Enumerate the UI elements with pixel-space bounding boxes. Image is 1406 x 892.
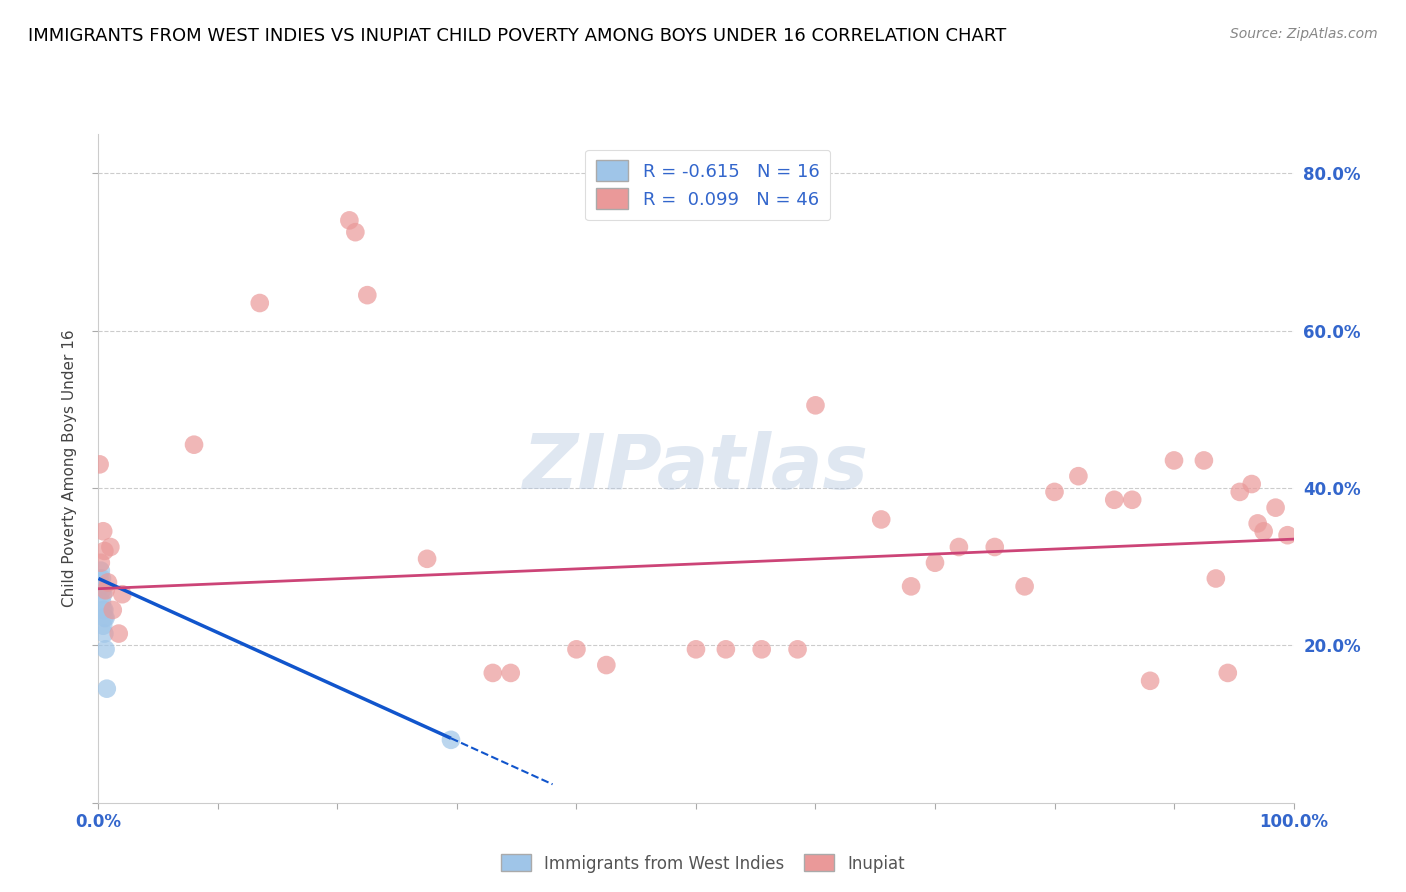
- Point: [93, 544, 115, 558]
- Point: [924, 556, 946, 570]
- Point: [786, 642, 808, 657]
- Point: [93, 611, 115, 625]
- Point: [948, 540, 970, 554]
- Point: [93, 626, 115, 640]
- Point: [565, 642, 588, 657]
- Point: [111, 587, 134, 601]
- Point: [344, 225, 367, 239]
- Point: [481, 665, 505, 680]
- Point: [1216, 665, 1239, 680]
- Point: [1240, 477, 1263, 491]
- Point: [714, 642, 737, 657]
- Point: [356, 288, 378, 302]
- Legend: Immigrants from West Indies, Inupiat: Immigrants from West Indies, Inupiat: [494, 847, 912, 880]
- Point: [89, 572, 111, 586]
- Point: [94, 583, 117, 598]
- Point: [1229, 484, 1251, 499]
- Point: [595, 658, 617, 673]
- Point: [1163, 453, 1185, 467]
- Point: [440, 732, 463, 747]
- Point: [1205, 572, 1227, 586]
- Point: [91, 587, 114, 601]
- Point: [416, 551, 439, 566]
- Text: ZIPatlas: ZIPatlas: [523, 432, 869, 505]
- Point: [900, 579, 922, 593]
- Point: [91, 618, 114, 632]
- Point: [339, 213, 360, 227]
- Point: [685, 642, 707, 657]
- Point: [870, 512, 893, 526]
- Point: [90, 579, 112, 593]
- Point: [1246, 516, 1268, 531]
- Point: [1067, 469, 1090, 483]
- Point: [107, 626, 129, 640]
- Point: [804, 398, 827, 412]
- Text: Source: ZipAtlas.com: Source: ZipAtlas.com: [1230, 27, 1378, 41]
- Point: [1192, 453, 1215, 467]
- Point: [1014, 579, 1036, 593]
- Point: [94, 611, 117, 625]
- Text: IMMIGRANTS FROM WEST INDIES VS INUPIAT CHILD POVERTY AMONG BOYS UNDER 16 CORRELA: IMMIGRANTS FROM WEST INDIES VS INUPIAT C…: [28, 27, 1007, 45]
- Point: [1264, 500, 1286, 515]
- Point: [1121, 492, 1143, 507]
- Y-axis label: Child Poverty Among Boys Under 16: Child Poverty Among Boys Under 16: [62, 329, 77, 607]
- Point: [97, 575, 120, 590]
- Point: [183, 438, 205, 452]
- Point: [91, 603, 114, 617]
- Point: [94, 642, 117, 657]
- Point: [751, 642, 773, 657]
- Point: [90, 556, 112, 570]
- Point: [89, 458, 111, 472]
- Point: [1277, 528, 1299, 542]
- Point: [1102, 492, 1125, 507]
- Legend: R = -0.615   N = 16, R =  0.099   N = 46: R = -0.615 N = 16, R = 0.099 N = 46: [585, 150, 831, 220]
- Point: [91, 595, 114, 609]
- Point: [1253, 524, 1275, 539]
- Point: [91, 524, 114, 539]
- Point: [91, 583, 114, 598]
- Point: [249, 296, 271, 310]
- Point: [91, 572, 114, 586]
- Point: [101, 603, 124, 617]
- Point: [1043, 484, 1066, 499]
- Point: [499, 665, 522, 680]
- Point: [90, 564, 112, 578]
- Point: [93, 603, 115, 617]
- Point: [98, 540, 122, 554]
- Point: [984, 540, 1007, 554]
- Point: [1139, 673, 1161, 688]
- Point: [96, 681, 118, 696]
